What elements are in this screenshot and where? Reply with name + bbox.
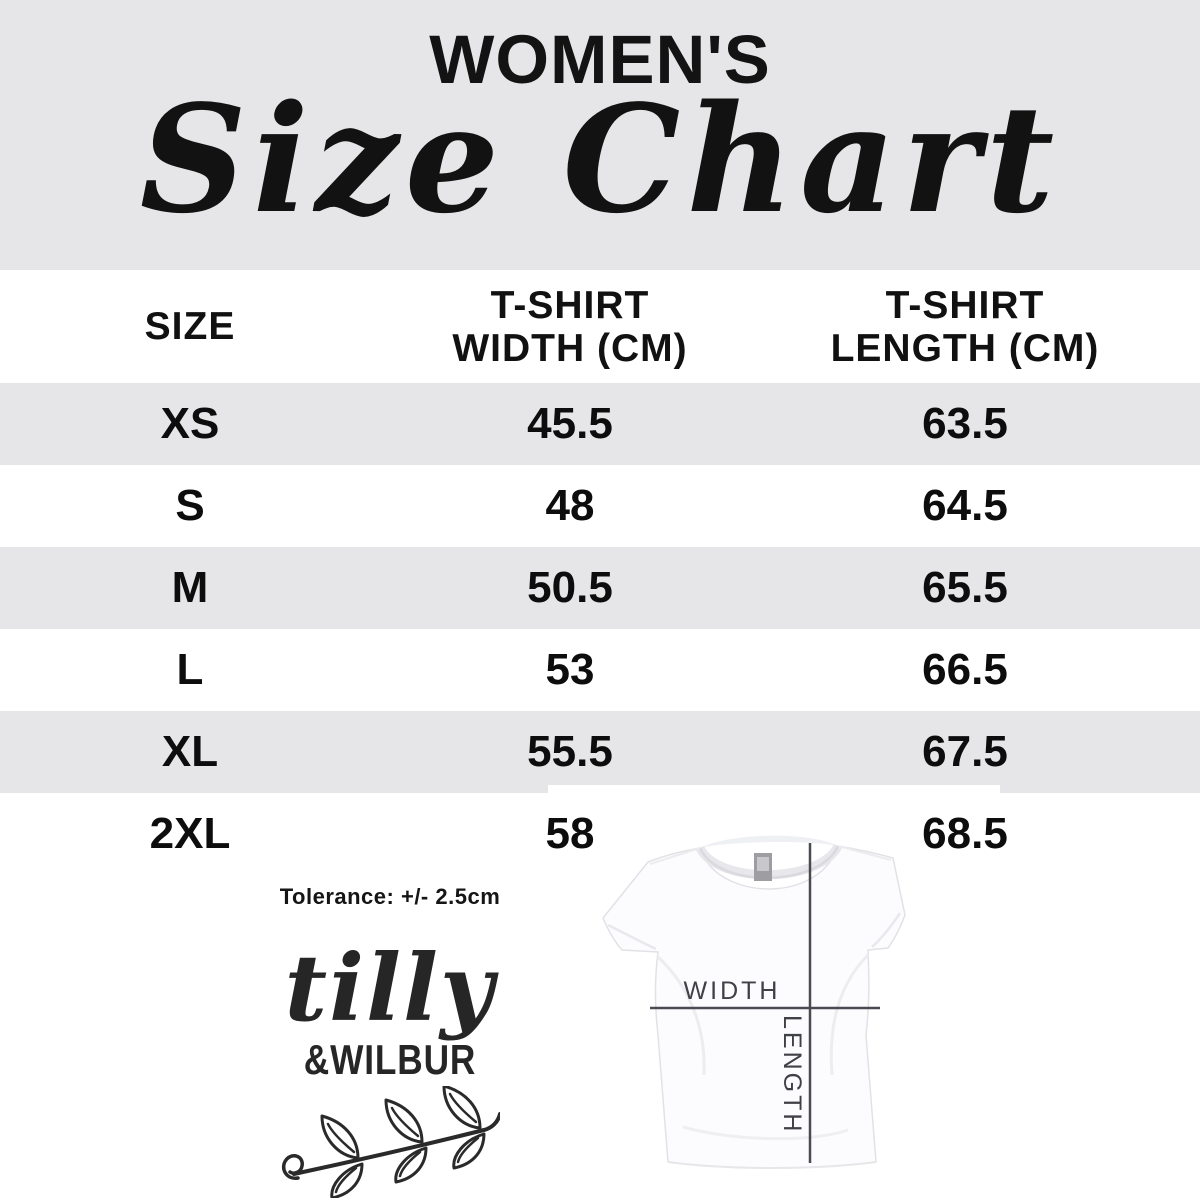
length-value: 64.5 <box>922 481 1008 530</box>
sleeve-shadow <box>607 923 657 951</box>
laurel-branch-icon <box>250 1084 530 1200</box>
tshirt-illustration: WIDTH LENGTH <box>602 835 906 1169</box>
tolerance-note: Tolerance: +/- 2.5cm <box>279 884 501 909</box>
table-row: S 48 64.5 <box>0 465 1200 547</box>
brand-name-caps: &WILBUR <box>303 1036 477 1083</box>
length-value: 67.5 <box>922 727 1008 776</box>
table-header-row: SIZE T-SHIRT WIDTH (CM) T-SHIRT LENGTH (… <box>0 270 1200 383</box>
length-value: 68.5 <box>922 809 1008 858</box>
table-row: XS 45.5 63.5 <box>0 383 1200 465</box>
column-header-width-line2: WIDTH (CM) <box>452 326 688 370</box>
hem-shadow <box>667 1161 877 1169</box>
sleeve-shadow <box>871 912 902 948</box>
size-value: XS <box>160 399 220 448</box>
table-row: XL 55.5 67.5 <box>0 711 1200 793</box>
tshirt-diagram: WIDTH LENGTH <box>548 785 1000 1200</box>
width-value: 48 <box>545 481 595 530</box>
fabric-fold <box>829 953 870 1076</box>
size-value: 2XL <box>149 809 231 858</box>
width-value: 55.5 <box>527 727 613 776</box>
size-value: L <box>176 645 204 694</box>
column-header-size: SIZE <box>0 305 380 348</box>
column-header-length: T-SHIRT LENGTH (CM) <box>760 284 1170 370</box>
table-row: L 53 66.5 <box>0 629 1200 711</box>
hero-banner: WOMEN'S Size Chart <box>0 0 1200 270</box>
tshirt-back-neck <box>700 835 838 848</box>
size-value: XL <box>161 727 219 776</box>
column-header-width: T-SHIRT WIDTH (CM) <box>380 284 760 370</box>
size-value: M <box>171 563 209 612</box>
column-header-width-line1: T-SHIRT <box>490 283 650 327</box>
width-value: 45.5 <box>527 399 613 448</box>
page-title: Size Chart <box>139 72 1061 246</box>
length-label: LENGTH <box>778 1015 806 1134</box>
length-value: 65.5 <box>922 563 1008 612</box>
table-row: M 50.5 65.5 <box>0 547 1200 629</box>
neck-label-inner <box>757 857 769 871</box>
shoulder-seam <box>837 845 892 861</box>
hero-eyebrow: WOMEN'S <box>429 21 771 98</box>
length-value: 66.5 <box>922 645 1008 694</box>
width-value: 53 <box>545 645 595 694</box>
column-header-length-line1: T-SHIRT <box>885 283 1045 327</box>
fabric-fold <box>682 1125 849 1141</box>
size-table-body: XS 45.5 63.5 S 48 64.5 M 50.5 65.5 L 53 … <box>0 383 1200 875</box>
width-value: 50.5 <box>527 563 613 612</box>
width-value: 58 <box>545 809 595 858</box>
brand-name-script: tilly <box>284 934 496 1042</box>
column-header-size-label: SIZE <box>144 305 236 348</box>
shoulder-seam <box>649 847 701 865</box>
width-label: WIDTH <box>684 977 781 1005</box>
table-row: 2XL 58 68.5 <box>0 793 1200 875</box>
brand-logo: tilly &WILBUR <box>250 936 530 1200</box>
column-header-length-line2: LENGTH (CM) <box>830 326 1100 370</box>
size-value: S <box>175 481 205 530</box>
length-value: 63.5 <box>922 399 1008 448</box>
